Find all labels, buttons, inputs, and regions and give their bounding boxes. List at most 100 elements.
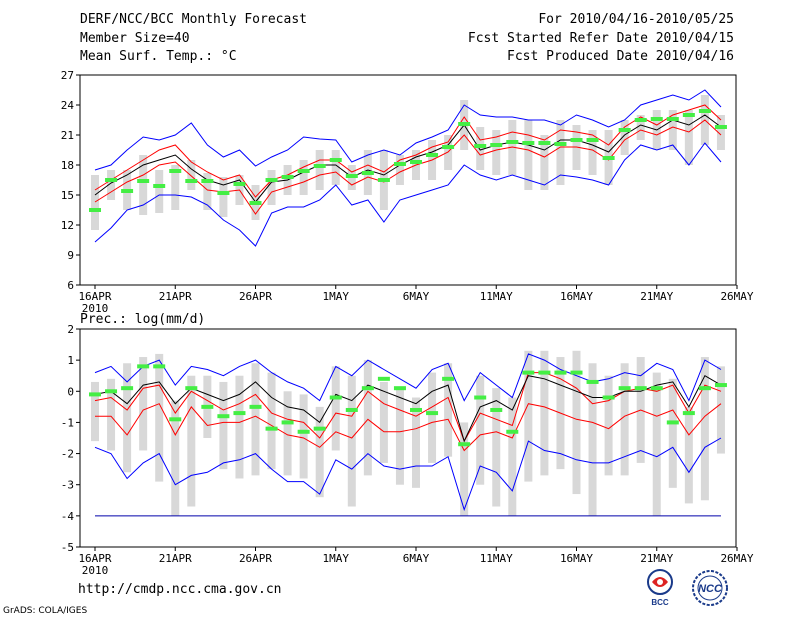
x-tick-label: 11MAY [480, 552, 513, 565]
median-marker [538, 141, 551, 145]
median-marker [602, 395, 615, 400]
forecast-period: For 2010/04/16-2010/05/25 [538, 12, 734, 27]
median-marker [265, 178, 278, 182]
series-lower-inner [95, 403, 722, 452]
member-range-box [395, 388, 404, 485]
member-range-box [668, 378, 677, 488]
median-marker [137, 179, 150, 183]
y-tick-label: -4 [61, 510, 75, 523]
member-range-box [636, 115, 645, 140]
median-marker [217, 191, 230, 195]
bcc-logo: BCC [647, 569, 673, 607]
median-marker [570, 370, 583, 375]
member-range-box [684, 110, 693, 165]
median-marker [137, 364, 150, 369]
series-upper-inner [94, 372, 722, 443]
member-range-box [91, 175, 99, 230]
median-marker [618, 128, 631, 132]
precip-title: Prec.: log(mm/d) [80, 312, 205, 327]
median-marker [682, 113, 695, 117]
member-range-box [668, 110, 677, 150]
median-marker [105, 389, 118, 394]
y-tick-label: -2 [61, 448, 74, 461]
plot-frame-2 [79, 328, 737, 548]
ncc-logo-text: NCC [698, 583, 723, 595]
y-tick-label: 18 [61, 159, 74, 172]
member-size: Member Size=40 [80, 31, 190, 46]
median-marker [121, 189, 134, 193]
y-tick-label: 15 [61, 189, 74, 202]
member-range-box [155, 170, 164, 213]
series-lower-outer [94, 437, 722, 512]
median-marker [666, 117, 679, 121]
median-marker [233, 411, 246, 416]
x-tick-label: 21APR [159, 290, 192, 303]
forecast-produced-date: Fcst Produced Date 2010/04/16 [507, 49, 734, 64]
x-year-label: 2010 [82, 564, 109, 577]
x-tick-label: 26MAY [720, 290, 753, 303]
median-marker [682, 411, 695, 416]
member-range-box [684, 406, 693, 504]
median-marker [345, 174, 358, 178]
median-marker [490, 143, 503, 147]
member-range-box [187, 375, 196, 507]
member-range-box [540, 135, 549, 190]
median-marker [410, 160, 422, 164]
median-marker [345, 407, 358, 412]
member-range-box [444, 363, 453, 457]
member-range-box [412, 397, 420, 488]
member-range-box [315, 406, 324, 498]
x-tick-label: 1MAY [323, 552, 350, 565]
member-range-box [251, 363, 260, 476]
median-marker [506, 429, 519, 434]
x-tick-label: 6MAY [403, 290, 430, 303]
median-marker [169, 417, 182, 422]
median-marker [361, 171, 374, 175]
median-marker [313, 426, 326, 431]
median-marker [410, 407, 422, 412]
median-marker [89, 392, 101, 397]
member-range-box [219, 177, 228, 217]
member-range-box [524, 120, 533, 190]
median-marker [249, 404, 262, 409]
median-marker [474, 395, 487, 400]
median-marker [714, 125, 727, 129]
bcc-logo-text: BCC [651, 598, 669, 607]
median-marker [377, 178, 390, 182]
median-marker [714, 383, 727, 388]
x-tick-label: 16MAY [560, 552, 593, 565]
member-range-box [524, 350, 533, 482]
member-range-box [620, 363, 629, 476]
median-marker [265, 426, 278, 431]
median-marker [650, 386, 663, 391]
series-mean [94, 114, 722, 203]
member-range-box [476, 127, 485, 170]
member-range-box [203, 173, 212, 210]
member-range-box [508, 397, 517, 516]
x-tick-label: 26APR [239, 290, 272, 303]
median-marker [490, 407, 503, 412]
member-range-box [267, 372, 276, 470]
median-marker [618, 386, 631, 391]
website-url[interactable]: http://cmdp.ncc.cma.gov.cn [78, 582, 282, 597]
member-range-box [235, 375, 244, 479]
member-range-box [299, 394, 308, 479]
x-tick-label: 21MAY [640, 552, 673, 565]
median-marker [538, 370, 551, 375]
ncc-logo: NCC [692, 570, 728, 606]
series-upper-outer [94, 353, 722, 402]
x-tick-label: 16APR [78, 552, 111, 565]
member-range-box [107, 378, 116, 451]
x-tick-label: 16MAY [560, 290, 593, 303]
member-range-box [283, 391, 292, 476]
member-range-box [219, 381, 228, 470]
y-tick-label: 9 [67, 249, 74, 262]
median-marker [634, 386, 647, 391]
median-marker [105, 178, 118, 182]
median-marker [249, 201, 262, 205]
median-marker [329, 395, 342, 400]
member-range-box [91, 381, 99, 442]
member-range-box [187, 160, 196, 190]
series-mean [94, 375, 722, 443]
median-marker [297, 429, 310, 434]
